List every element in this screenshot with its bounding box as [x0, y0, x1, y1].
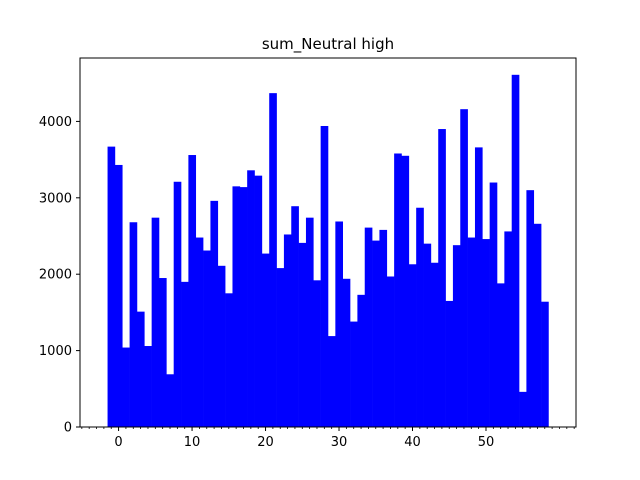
bar-50 — [482, 239, 490, 427]
bar-46 — [452, 245, 461, 427]
bar-22 — [276, 268, 285, 427]
bar-45 — [445, 300, 454, 427]
bar-19 — [254, 175, 263, 427]
chart-title: sum_Neutral high — [262, 35, 394, 54]
x-tick-label: 0 — [114, 435, 122, 450]
bar-21 — [269, 93, 277, 428]
bar-11 — [195, 237, 204, 427]
bar-2 — [129, 222, 138, 427]
bar-39 — [401, 155, 410, 427]
bar-0 — [114, 164, 123, 427]
bar-28 — [320, 125, 329, 428]
bar-43 — [430, 262, 439, 427]
bar-9 — [181, 281, 189, 427]
bar-54 — [511, 74, 520, 427]
x-tick-label: 20 — [257, 435, 274, 450]
bar-13 — [210, 200, 219, 427]
bar-42 — [423, 243, 432, 427]
bar-31 — [342, 278, 351, 427]
bar-34 — [364, 227, 373, 427]
bar-35 — [372, 240, 380, 427]
bar-24 — [291, 206, 299, 427]
bar-53 — [504, 231, 513, 427]
bar-26 — [305, 217, 314, 427]
bar-15 — [225, 293, 233, 427]
bar-37 — [386, 276, 395, 427]
y-tick-label: 0 — [64, 421, 72, 436]
bars-group — [107, 74, 549, 428]
bar-58 — [541, 301, 549, 427]
bar-10 — [188, 155, 197, 427]
bar-41 — [416, 207, 424, 427]
bar-23 — [283, 234, 292, 427]
bar-49 — [474, 147, 483, 428]
bar-18 — [247, 170, 255, 427]
bar-56 — [526, 190, 535, 427]
bar-38 — [394, 153, 402, 427]
y-tick-label: 4000 — [39, 115, 72, 130]
y-tick-label: 3000 — [39, 191, 72, 206]
x-tick-label: 30 — [331, 435, 348, 450]
bar-8 — [173, 181, 182, 427]
bar-17 — [239, 187, 248, 427]
ticks-group: 0 10 20 30 40 50 0 1000 2000 3000 4000 — [39, 115, 575, 450]
bar--1 — [107, 146, 116, 427]
bar-4 — [144, 346, 152, 427]
bar-36 — [379, 229, 388, 427]
bar-12 — [203, 250, 211, 427]
bar-52 — [497, 283, 505, 427]
bar-48 — [467, 237, 476, 427]
bar-44 — [438, 129, 446, 427]
bar-25 — [298, 242, 307, 427]
bar-1 — [122, 347, 130, 427]
bar-7 — [166, 374, 174, 427]
y-tick-label: 1000 — [39, 344, 72, 359]
bar-29 — [328, 336, 336, 427]
bar-5 — [151, 217, 160, 427]
x-tick-label: 50 — [478, 435, 495, 450]
bar-57 — [533, 223, 542, 427]
bar-16 — [232, 186, 241, 427]
bar-20 — [261, 253, 270, 427]
bar-14 — [217, 265, 226, 427]
bar-51 — [489, 182, 498, 427]
x-tick-label: 10 — [184, 435, 201, 450]
x-tick-label: 40 — [404, 435, 421, 450]
bar-40 — [408, 264, 417, 427]
bar-55 — [519, 391, 527, 427]
bar-3 — [136, 311, 145, 427]
bar-47 — [460, 109, 468, 427]
bar-6 — [158, 278, 167, 427]
bar-30 — [335, 221, 343, 427]
bar-33 — [357, 294, 366, 427]
y-tick-label: 2000 — [39, 268, 72, 283]
bar-32 — [350, 321, 358, 427]
axes-frame — [79, 57, 577, 428]
bar-27 — [313, 280, 321, 427]
